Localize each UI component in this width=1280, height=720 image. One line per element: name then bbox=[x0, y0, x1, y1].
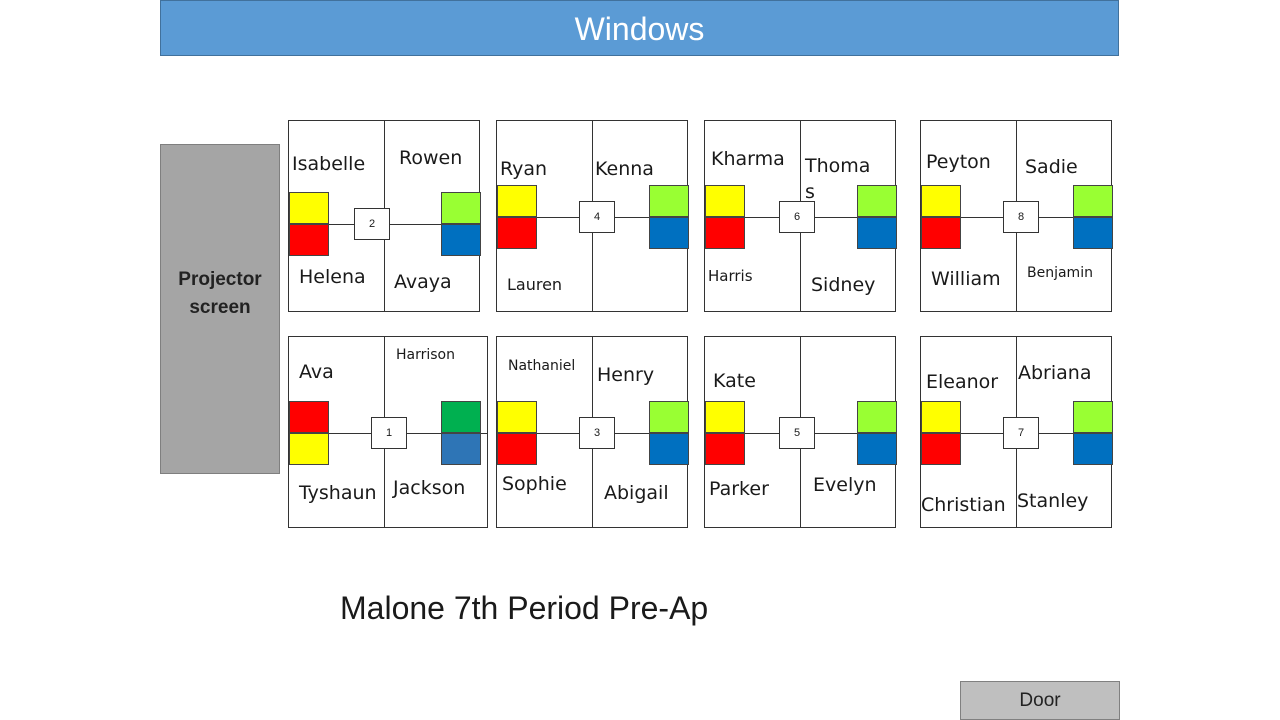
seat-color-blue bbox=[441, 224, 481, 256]
student-name: Sidney bbox=[811, 274, 876, 296]
student-name: Kharma bbox=[711, 148, 785, 170]
seat-color-steel-blue bbox=[441, 433, 481, 465]
seat-color-red bbox=[289, 401, 329, 433]
student-name: Benjamin bbox=[1027, 265, 1093, 281]
table-4: 4 Ryan Kenna Lauren bbox=[496, 120, 689, 312]
student-name: Eleanor bbox=[926, 371, 999, 393]
seat-color-yellow bbox=[921, 401, 961, 433]
seat-color-blue bbox=[649, 217, 689, 249]
seat-color-lime bbox=[857, 401, 897, 433]
seat-color-blue bbox=[857, 217, 897, 249]
student-name: Sadie bbox=[1025, 156, 1078, 178]
table-number: 8 bbox=[1003, 201, 1039, 233]
student-name: Helena bbox=[299, 266, 366, 288]
table-number: 6 bbox=[779, 201, 815, 233]
seat-color-yellow bbox=[705, 401, 745, 433]
projector-label-line1: Projector bbox=[178, 269, 262, 290]
student-name: Lauren bbox=[507, 275, 563, 294]
student-name: Harris bbox=[708, 267, 753, 285]
seat-color-red bbox=[921, 433, 961, 465]
class-title: Malone 7th Period Pre-Ap bbox=[340, 590, 709, 626]
student-name: William bbox=[931, 268, 1001, 290]
student-name: Jackson bbox=[393, 477, 466, 499]
student-name: Nathaniel bbox=[508, 358, 576, 374]
table-number: 1 bbox=[371, 417, 407, 449]
student-name: Kate bbox=[713, 370, 756, 392]
seat-color-yellow bbox=[497, 185, 537, 217]
seat-color-blue bbox=[1073, 433, 1113, 465]
seat-color-lime bbox=[1073, 401, 1113, 433]
table-7: 7 Eleanor Abriana Christian Stanley bbox=[920, 336, 1113, 528]
student-name: Avaya bbox=[394, 271, 452, 293]
seat-color-blue bbox=[1073, 217, 1113, 249]
windows-banner: Windows bbox=[160, 0, 1119, 56]
student-name: Ava bbox=[299, 361, 334, 383]
student-name: Stanley bbox=[1017, 490, 1089, 512]
seat-color-yellow bbox=[289, 192, 329, 224]
table-5: 5 Kate Parker Evelyn bbox=[704, 336, 897, 528]
student-name: Thoma s bbox=[805, 155, 871, 203]
table-3: 3 Nathaniel Henry Sophie Abigail bbox=[496, 336, 689, 528]
student-name: Ryan bbox=[500, 158, 548, 180]
student-name: Parker bbox=[709, 478, 769, 500]
door: Door bbox=[960, 681, 1120, 720]
seat-color-red bbox=[497, 217, 537, 249]
student-name: Abigail bbox=[604, 482, 669, 504]
table-number: 4 bbox=[579, 201, 615, 233]
student-name: Abriana bbox=[1018, 362, 1092, 384]
seat-color-blue bbox=[857, 433, 897, 465]
student-name: Rowen bbox=[399, 147, 463, 169]
seat-color-red bbox=[921, 217, 961, 249]
seat-color-red bbox=[289, 224, 329, 256]
table-number: 5 bbox=[779, 417, 815, 449]
student-name: Kenna bbox=[595, 158, 654, 180]
table-number: 2 bbox=[354, 208, 390, 240]
seat-color-yellow bbox=[921, 185, 961, 217]
table-2: 2 Isabelle Rowen Helena Avaya bbox=[288, 120, 481, 312]
seat-color-lime bbox=[441, 192, 481, 224]
projector-label-line2: screen bbox=[189, 297, 251, 318]
table-1: 1 Ava Harrison Tyshaun Jackson bbox=[288, 336, 488, 528]
seat-color-lime bbox=[649, 401, 689, 433]
seat-color-red bbox=[497, 433, 537, 465]
student-name: Tyshaun bbox=[299, 482, 377, 504]
seat-color-lime bbox=[1073, 185, 1113, 217]
seat-color-red bbox=[705, 217, 745, 249]
student-name: Isabelle bbox=[292, 153, 366, 175]
student-name: Peyton bbox=[926, 151, 991, 173]
student-name: Sophie bbox=[502, 473, 567, 495]
table-8: 8 Peyton Sadie William Benjamin bbox=[920, 120, 1113, 312]
seat-color-red bbox=[705, 433, 745, 465]
table-6: 6 Kharma Thoma s Harris Sidney bbox=[704, 120, 897, 312]
seat-color-yellow bbox=[705, 185, 745, 217]
student-name: Christian bbox=[921, 494, 1006, 516]
seat-color-lime bbox=[649, 185, 689, 217]
seat-color-lime bbox=[857, 185, 897, 217]
student-name: Henry bbox=[597, 364, 655, 386]
table-number: 7 bbox=[1003, 417, 1039, 449]
seat-color-green bbox=[441, 401, 481, 433]
seat-color-yellow bbox=[497, 401, 537, 433]
seat-color-blue bbox=[649, 433, 689, 465]
student-name: Evelyn bbox=[813, 474, 877, 496]
student-name: Harrison bbox=[396, 347, 455, 363]
seat-color-yellow bbox=[289, 433, 329, 465]
projector-screen: Projector screen bbox=[160, 144, 280, 474]
table-number: 3 bbox=[579, 417, 615, 449]
